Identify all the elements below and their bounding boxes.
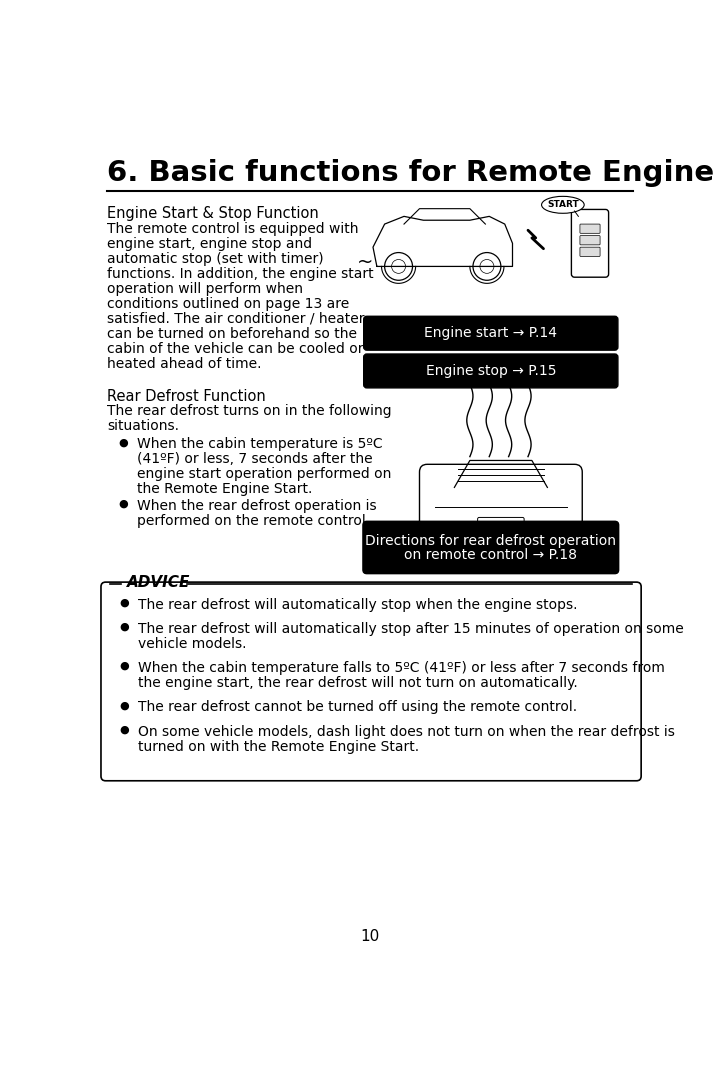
FancyBboxPatch shape <box>363 522 619 573</box>
Text: vehicle models.: vehicle models. <box>138 637 247 651</box>
FancyBboxPatch shape <box>580 224 600 233</box>
Text: When the cabin temperature falls to 5ºC (41ºF) or less after 7 seconds from: When the cabin temperature falls to 5ºC … <box>138 661 665 675</box>
Text: When the rear defrost operation is: When the rear defrost operation is <box>136 499 376 513</box>
Circle shape <box>384 252 412 280</box>
Circle shape <box>473 252 501 280</box>
Text: heated ahead of time.: heated ahead of time. <box>107 357 262 371</box>
FancyBboxPatch shape <box>572 209 609 277</box>
Text: performed on the remote control.: performed on the remote control. <box>136 514 370 528</box>
Text: functions. In addition, the engine start: functions. In addition, the engine start <box>107 267 373 280</box>
Circle shape <box>546 534 562 549</box>
Text: 10: 10 <box>360 929 379 944</box>
Text: ●: ● <box>120 622 129 632</box>
FancyBboxPatch shape <box>363 354 618 388</box>
Text: Engine Start & Stop Function: Engine Start & Stop Function <box>107 206 319 221</box>
Text: ●: ● <box>120 724 129 734</box>
Text: ●: ● <box>119 499 128 509</box>
Text: engine start, engine stop and: engine start, engine stop and <box>107 237 312 251</box>
FancyBboxPatch shape <box>580 236 600 245</box>
Circle shape <box>538 526 569 556</box>
Text: ●: ● <box>119 438 128 447</box>
Text: The rear defrost will automatically stop after 15 minutes of operation on some: The rear defrost will automatically stop… <box>138 622 684 636</box>
Text: 6. Basic functions for Remote Engine Start: 6. Basic functions for Remote Engine Sta… <box>107 158 721 186</box>
Text: The rear defrost will automatically stop when the engine stops.: The rear defrost will automatically stop… <box>138 597 578 611</box>
Circle shape <box>480 260 494 274</box>
Text: The rear defrost turns on in the following: The rear defrost turns on in the followi… <box>107 404 392 418</box>
FancyBboxPatch shape <box>580 247 600 257</box>
Text: on remote control → P.18: on remote control → P.18 <box>404 549 578 562</box>
FancyBboxPatch shape <box>101 582 641 780</box>
Text: ADVICE: ADVICE <box>128 576 190 591</box>
Text: turned on with the Remote Engine Start.: turned on with the Remote Engine Start. <box>138 740 420 754</box>
Text: ●: ● <box>120 661 129 671</box>
Text: The remote control is equipped with: The remote control is equipped with <box>107 222 358 236</box>
Text: The rear defrost cannot be turned off using the remote control.: The rear defrost cannot be turned off us… <box>138 701 578 715</box>
Text: ~: ~ <box>357 253 373 272</box>
Text: satisfied. The air conditioner / heater: satisfied. The air conditioner / heater <box>107 312 365 326</box>
Text: engine start operation performed on: engine start operation performed on <box>136 468 391 482</box>
Ellipse shape <box>541 196 584 213</box>
Text: When the cabin temperature is 5ºC: When the cabin temperature is 5ºC <box>136 438 382 452</box>
Text: ●: ● <box>120 701 129 710</box>
Text: can be turned on beforehand so the: can be turned on beforehand so the <box>107 327 357 341</box>
Text: situations.: situations. <box>107 419 180 433</box>
Text: (41ºF) or less, 7 seconds after the: (41ºF) or less, 7 seconds after the <box>136 453 372 467</box>
Text: Engine stop → P.15: Engine stop → P.15 <box>425 364 556 378</box>
FancyBboxPatch shape <box>477 517 524 538</box>
Text: the Remote Engine Start.: the Remote Engine Start. <box>136 483 312 496</box>
Circle shape <box>441 534 456 549</box>
Text: conditions outlined on page 13 are: conditions outlined on page 13 are <box>107 296 350 310</box>
Text: Rear Defrost Function: Rear Defrost Function <box>107 389 266 404</box>
Circle shape <box>433 526 464 556</box>
Text: Directions for rear defrost operation: Directions for rear defrost operation <box>366 534 616 548</box>
FancyBboxPatch shape <box>420 465 583 549</box>
Text: START: START <box>547 201 579 209</box>
Circle shape <box>392 260 405 274</box>
Text: operation will perform when: operation will perform when <box>107 281 303 295</box>
Text: the engine start, the rear defrost will not turn on automatically.: the engine start, the rear defrost will … <box>138 676 578 690</box>
FancyBboxPatch shape <box>363 316 618 350</box>
Text: automatic stop (set with timer): automatic stop (set with timer) <box>107 252 324 266</box>
Text: Engine start → P.14: Engine start → P.14 <box>424 327 557 341</box>
Text: cabin of the vehicle can be cooled or: cabin of the vehicle can be cooled or <box>107 342 363 356</box>
Text: On some vehicle models, dash light does not turn on when the rear defrost is: On some vehicle models, dash light does … <box>138 724 675 738</box>
Text: ●: ● <box>120 597 129 608</box>
